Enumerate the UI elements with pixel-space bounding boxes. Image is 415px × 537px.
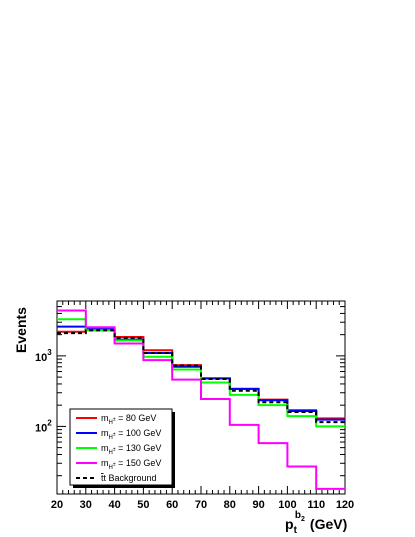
y-tick-label: 103: [35, 348, 52, 364]
x-tick-label: 100: [278, 499, 296, 511]
x-tick-label: 90: [252, 499, 264, 511]
x-tick-label: 50: [137, 499, 149, 511]
series-line-3: [57, 309, 345, 490]
legend-label: mH± = 80 GeV: [101, 413, 156, 426]
x-tick-label: 70: [195, 499, 207, 511]
x-axis-ticks: 20 30 40 50 60 70 80 90 100 110 120: [51, 301, 354, 511]
x-tick-label: 20: [51, 499, 63, 511]
legend-label: mH± = 150 GeV: [101, 458, 161, 471]
y-tick-label: 102: [35, 418, 52, 434]
x-tick-label: 110: [307, 499, 325, 511]
legend-label: mH± = 130 GeV: [101, 443, 161, 456]
legend-label: mH± = 100 GeV: [101, 428, 161, 441]
y-axis-title: Events: [13, 307, 29, 353]
series-group: [57, 309, 345, 490]
x-tick-label: 80: [224, 499, 236, 511]
x-tick-label: 60: [166, 499, 178, 511]
x-tick-label: 120: [336, 499, 354, 511]
legend-entries: mH± = 80 GeV mH± = 100 GeV mH± = 130 GeV mH…: [76, 413, 161, 483]
x-tick-label: 30: [80, 499, 92, 511]
x-axis-title: ptb2 (GeV): [285, 510, 347, 536]
x-tick-label: 40: [108, 499, 120, 511]
legend: mH± = 80 GeV mH± = 100 GeV mH± = 130 GeV mH…: [69, 408, 175, 488]
legend-label: tt Background: [101, 473, 157, 483]
